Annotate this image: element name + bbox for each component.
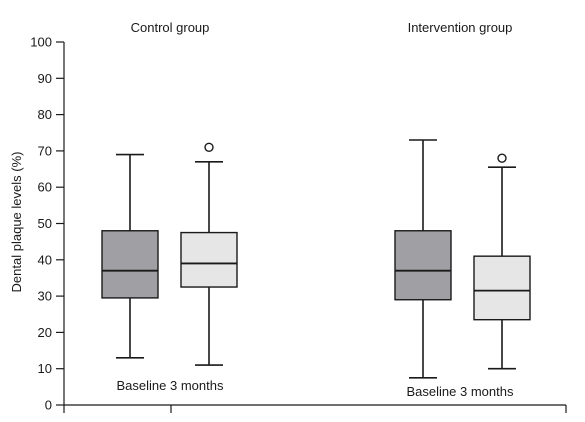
outlier-point — [204, 142, 214, 152]
box-iqr — [101, 230, 159, 299]
y-tick-label: 40 — [38, 252, 52, 267]
box-0-0 — [101, 153, 159, 359]
group-axis-label-control: Baseline 3 months — [117, 378, 224, 393]
group-axis-label-intervention: Baseline 3 months — [407, 384, 514, 399]
boxes — [101, 139, 531, 379]
y-tick-label: 60 — [38, 180, 52, 195]
box-0-1 — [180, 142, 238, 366]
box-iqr — [473, 255, 531, 321]
y-axis-label: Dental plaque levels (%) — [9, 152, 24, 293]
y-tick-label: 20 — [38, 325, 52, 340]
y-tick-label: 100 — [30, 35, 52, 50]
y-tick-label: 30 — [38, 289, 52, 304]
box-iqr — [180, 231, 238, 288]
box-1-0 — [394, 139, 452, 379]
y-tick-label: 50 — [38, 216, 52, 231]
y-tick-label: 80 — [38, 107, 52, 122]
group-title-intervention: Intervention group — [408, 20, 513, 35]
outlier-point — [497, 153, 507, 163]
y-tick-label: 90 — [38, 71, 52, 86]
box-1-1 — [473, 153, 531, 370]
box-iqr — [394, 230, 452, 301]
labels: Dental plaque levels (%) Control group I… — [9, 20, 514, 399]
y-tick-label: 0 — [45, 398, 52, 413]
y-tick-label: 70 — [38, 143, 52, 158]
y-tick-label: 10 — [38, 361, 52, 376]
group-title-control: Control group — [131, 20, 210, 35]
axes: 0 10 20 30 40 50 60 70 80 90 100 — [30, 35, 567, 413]
